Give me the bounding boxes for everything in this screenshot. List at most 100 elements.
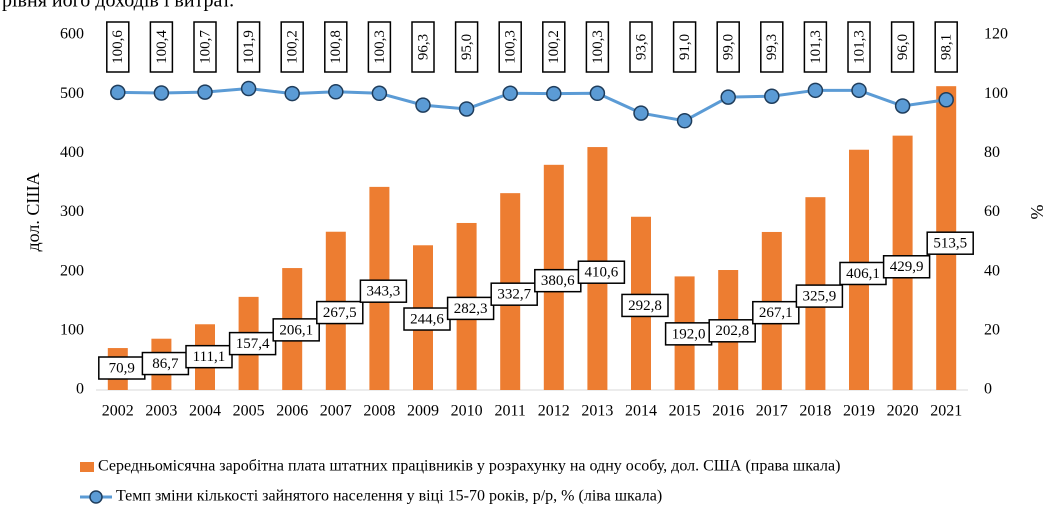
y2-tick-label: 0 [984, 381, 992, 398]
marker [633, 105, 649, 121]
x-tick-label: 2007 [320, 403, 352, 420]
data-label-box [490, 282, 538, 306]
marker [110, 84, 126, 101]
marker [894, 98, 911, 114]
y2-tick-label: 40 [984, 262, 1000, 279]
marker [502, 85, 518, 102]
data-label: 96,0 [895, 34, 911, 60]
y-axis-title: дол. США [23, 172, 43, 251]
data-label: 101,3 [851, 30, 867, 64]
data-label: 101,3 [808, 30, 824, 64]
y-tick-label: 100 [60, 322, 84, 339]
heading: рівня його доходів і витрат. [2, 0, 234, 12]
data-label-box [716, 21, 740, 73]
data-label: 206,1 [279, 322, 313, 338]
data-label: 267,1 [759, 305, 793, 321]
data-label: 325,9 [803, 289, 837, 305]
data-label: 292,8 [628, 298, 662, 314]
data-label-box [934, 21, 958, 73]
data-label: 111,1 [193, 349, 226, 365]
data-label: 100,4 [154, 30, 170, 64]
x-tick-label: 2009 [407, 403, 439, 420]
data-label: 513,5 [933, 236, 967, 252]
data-label: 343,3 [367, 284, 401, 300]
data-label: 332,7 [497, 287, 531, 303]
data-label: 99,3 [764, 34, 780, 60]
x-tick-label: 2003 [145, 403, 177, 420]
data-label: 96,3 [415, 34, 431, 60]
data-label-box [621, 293, 669, 318]
marker [938, 92, 954, 108]
x-tick-label: 2008 [363, 403, 395, 420]
data-label: 100,3 [590, 30, 606, 64]
x-tick-label: 2021 [930, 403, 962, 420]
marker [458, 101, 475, 117]
legend-marker [89, 490, 103, 504]
data-label-box [454, 21, 479, 73]
marker [415, 97, 431, 113]
data-label-box [795, 284, 844, 308]
data-label-box [272, 318, 320, 342]
x-tick-label: 2015 [669, 403, 701, 420]
y2-tick-label: 20 [984, 322, 1000, 339]
data-label-box [882, 255, 931, 279]
data-label-box [542, 21, 566, 73]
legend-label: Темп зміни кількості зайнятого населення… [116, 488, 662, 505]
y2-tick-label: 120 [984, 26, 1008, 43]
y2-tick-label: 80 [984, 144, 1000, 161]
x-tick-label: 2002 [102, 403, 134, 420]
data-label-box [228, 331, 277, 356]
x-tick-label: 2011 [494, 403, 525, 420]
data-label-box [498, 21, 522, 73]
y-tick-label: 600 [60, 26, 84, 43]
data-label: 100,2 [285, 30, 301, 64]
data-label-box [926, 231, 974, 255]
data-label: 192,0 [672, 326, 706, 342]
data-label: 429,9 [890, 259, 924, 275]
x-tick-label: 2010 [451, 403, 483, 420]
y2-tick-label: 60 [984, 203, 1000, 220]
data-label-box [847, 21, 871, 73]
marker [851, 82, 867, 99]
marker [589, 85, 606, 102]
data-label: 380,6 [541, 273, 575, 289]
marker [764, 88, 780, 104]
x-tick-label: 2006 [276, 403, 308, 420]
data-label: 70,9 [109, 360, 135, 376]
y-tick-label: 0 [76, 381, 84, 398]
marker [720, 89, 736, 105]
y2-tick-label: 100 [984, 85, 1008, 102]
data-label: 91,0 [677, 34, 693, 60]
data-label-box [106, 21, 130, 73]
data-label: 100,7 [197, 30, 213, 64]
marker [807, 82, 824, 99]
data-label-box [359, 279, 408, 303]
marker [284, 85, 300, 102]
y-tick-label: 500 [60, 85, 84, 102]
x-tick-label: 2018 [799, 403, 831, 420]
x-tick-label: 2013 [581, 403, 613, 420]
x-tick-label: 2012 [538, 403, 570, 420]
y-tick-label: 400 [60, 144, 84, 161]
data-label-box [629, 21, 653, 73]
y2-axis-title: % [1027, 205, 1047, 220]
data-label: 100,3 [503, 30, 519, 64]
data-label: 99,0 [721, 34, 737, 60]
data-label-box [280, 21, 304, 73]
data-label: 93,6 [633, 33, 649, 60]
data-label-box [672, 21, 697, 73]
marker [676, 113, 693, 129]
y-tick-label: 200 [60, 262, 84, 279]
x-tick-label: 2014 [625, 403, 657, 420]
data-label-box [236, 21, 261, 73]
marker [546, 85, 562, 102]
data-label: 100,3 [372, 30, 388, 64]
marker [328, 84, 344, 100]
marker [153, 85, 170, 101]
marker [240, 80, 257, 97]
legend-label: Середньомісячна заробітна плата штатних … [98, 458, 840, 475]
x-tick-label: 2016 [712, 403, 744, 420]
x-tick-label: 2005 [233, 403, 265, 420]
data-label: 86,7 [152, 356, 179, 372]
data-label-box [324, 21, 348, 73]
